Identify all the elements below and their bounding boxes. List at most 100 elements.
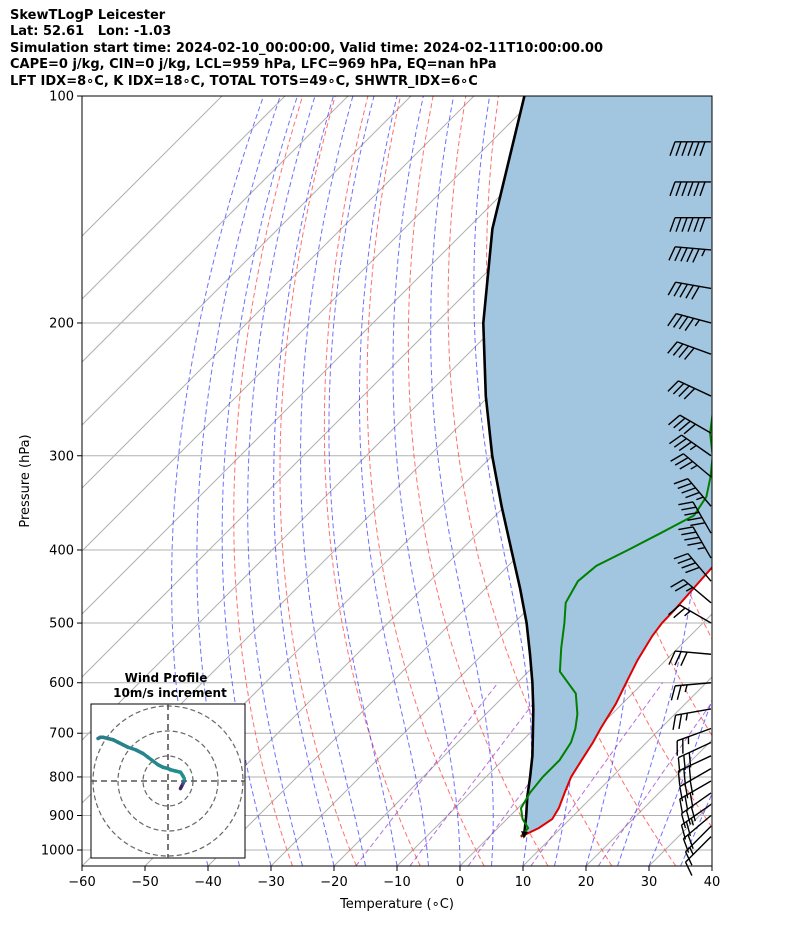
isotherm-line xyxy=(82,96,223,237)
wind-barb-full xyxy=(668,414,681,426)
wind-barb-full xyxy=(684,851,693,866)
wind-barb-full xyxy=(681,217,688,232)
wind-barb-full xyxy=(699,141,706,157)
wind-barb-full xyxy=(678,526,694,531)
wind-barb-full xyxy=(683,768,686,784)
wind-barb xyxy=(677,741,712,773)
wind-barb-full xyxy=(678,345,689,358)
isotherm-line xyxy=(711,865,712,866)
wind-barb xyxy=(667,281,712,300)
wind-barb xyxy=(668,414,712,435)
moist-adiabat xyxy=(648,698,712,866)
wind-barb-full xyxy=(667,380,679,392)
wind-barb-full xyxy=(674,457,689,466)
wind-barb-full xyxy=(678,420,691,432)
wind-barb-full xyxy=(677,557,692,565)
wind-barb-half xyxy=(690,464,698,470)
wind-barb xyxy=(667,380,712,400)
dry-adiabat xyxy=(407,96,549,866)
wind-barb-full xyxy=(678,385,690,397)
wind-barb-full xyxy=(677,770,681,786)
stability-parameters: CAPE=0 j/kg, CIN=0 j/kg, LCL=959 hPa, LF… xyxy=(10,57,497,73)
wind-barb-half xyxy=(697,546,706,550)
wind-barb-full xyxy=(673,552,689,560)
wind-barb-full xyxy=(669,181,676,197)
wind-barb-full xyxy=(686,248,694,263)
x-axis-ticks: −60 −50 −40 −30 −20 −10 0 10 20 30 40 xyxy=(68,866,720,890)
wind-barb-half xyxy=(684,684,688,693)
wind-barb-full xyxy=(675,217,682,232)
x-tick-label: −30 xyxy=(257,875,284,890)
wind-barb xyxy=(673,478,712,507)
parcel-start-arrow xyxy=(521,831,529,839)
wind-barb-full xyxy=(674,247,682,262)
wind-barb-full xyxy=(682,838,690,853)
wind-barb-full xyxy=(688,752,692,768)
wind-barb-full xyxy=(667,281,677,296)
wind-barb-full xyxy=(679,283,688,298)
moist-adiabat xyxy=(328,96,398,866)
wind-barb-half xyxy=(684,610,691,617)
wind-barb xyxy=(679,768,712,802)
wind-barb-full xyxy=(693,181,700,197)
isotherm-line xyxy=(333,487,712,866)
wind-barb-full xyxy=(673,417,686,429)
wind-barb-full xyxy=(685,285,694,299)
temperature-line xyxy=(520,565,712,838)
wind-barb xyxy=(669,216,711,232)
dry-adiabat xyxy=(233,96,304,866)
x-tick-label: −50 xyxy=(131,875,158,890)
wind-barb xyxy=(680,792,712,829)
wind-barb-half xyxy=(689,847,694,855)
wind-barb-half xyxy=(685,586,693,592)
dewpoint-line xyxy=(519,413,712,838)
wind-barb xyxy=(682,814,712,853)
wind-barb-full xyxy=(689,780,694,796)
y-tick-label: 500 xyxy=(49,617,74,632)
wind-barb-full xyxy=(684,511,700,516)
wind-barb xyxy=(673,552,712,582)
chart-title: SkewTLogP Leicester xyxy=(10,8,166,23)
wind-barb-full xyxy=(681,181,688,197)
wind-barb-full xyxy=(672,382,685,395)
wind-barb xyxy=(679,780,712,814)
wind-barb-full xyxy=(674,651,682,666)
wind-barb xyxy=(667,341,712,360)
y-tick-label: 300 xyxy=(49,449,74,464)
wind-barb-full xyxy=(679,460,693,470)
wind-barb-full xyxy=(679,798,684,814)
wind-barb-full xyxy=(675,181,682,197)
wind-barb-half xyxy=(690,817,694,826)
dry-adiabat xyxy=(759,96,794,866)
x-tick-label: 40 xyxy=(704,875,721,890)
wind-barb-staff xyxy=(685,836,712,863)
x-tick-label: 10 xyxy=(515,875,532,890)
moist-adiabat xyxy=(392,96,461,866)
wind-barb xyxy=(680,803,712,840)
wind-barb xyxy=(669,141,711,157)
y-tick-label: 400 xyxy=(49,543,74,558)
wind-barb-full xyxy=(677,482,692,490)
wind-barb-half xyxy=(701,249,706,257)
y-tick-label: 600 xyxy=(49,676,74,691)
wind-barb-full xyxy=(687,834,694,849)
y-tick-label: 800 xyxy=(49,770,74,785)
wind-barb-full xyxy=(673,282,683,297)
wind-barb xyxy=(668,434,712,457)
dry-adiabat xyxy=(727,96,794,866)
moist-adiabat xyxy=(359,96,429,866)
x-tick-label: −20 xyxy=(320,875,347,890)
wind-barb xyxy=(684,836,712,876)
mixing-ratio-line xyxy=(409,682,550,866)
isotherm-line xyxy=(522,676,712,866)
wind-barb-full xyxy=(685,566,700,574)
moist-adiabat xyxy=(430,96,494,866)
location-coordinates: Lat: 52.61 Lon: -1.03 xyxy=(10,24,172,40)
wind-barb-full xyxy=(680,247,688,262)
isotherm-line xyxy=(82,96,286,300)
dry-adiabat xyxy=(323,96,421,866)
dry-adiabat xyxy=(447,96,613,866)
moist-adiabat xyxy=(221,96,298,866)
wind-barb-full xyxy=(673,437,687,448)
wind-barb-full xyxy=(678,441,692,452)
